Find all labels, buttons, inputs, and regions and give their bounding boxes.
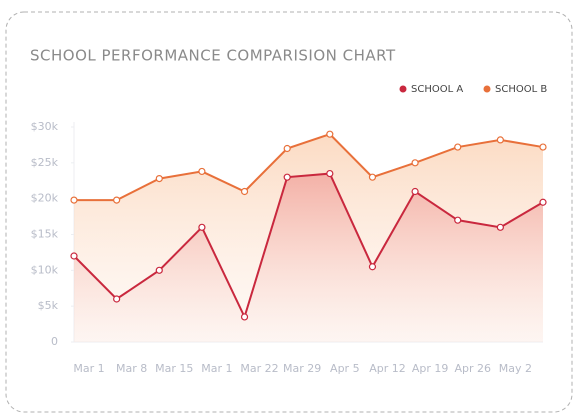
point: [155, 266, 163, 274]
x-tick-label: Mar 22: [240, 362, 278, 375]
point: [113, 196, 121, 204]
y-tick-label: $10k: [31, 263, 59, 276]
line: [74, 133, 544, 202]
chart-title: SCHOOL PERFORMANCE COMPARISION CHART: [30, 47, 396, 65]
point: [70, 252, 78, 260]
point: [454, 216, 462, 224]
point: [411, 159, 419, 167]
x-tick-label: Mar 29: [283, 362, 321, 375]
point: [539, 198, 547, 206]
point: [240, 313, 249, 321]
y-tick-label: $25k: [31, 156, 59, 169]
y-tick-label: $30k: [31, 120, 59, 133]
x-tick-label: Apr 26: [454, 362, 491, 375]
point: [198, 167, 206, 176]
point: [240, 187, 249, 196]
point: [454, 143, 462, 151]
line: [73, 172, 544, 320]
x-tick-label: Mar 1: [201, 362, 232, 375]
point: [368, 173, 377, 181]
point: [326, 130, 334, 138]
point: [283, 173, 291, 181]
x-tick-label: Mar 8: [116, 362, 147, 375]
point: [496, 136, 504, 144]
point: [539, 143, 547, 151]
point: [70, 196, 78, 204]
point: [411, 187, 419, 196]
point: [496, 223, 504, 231]
legend-label: SCHOOL A: [411, 84, 463, 95]
x-tick-label: May 2: [499, 362, 532, 375]
point: [326, 169, 334, 178]
point: [155, 175, 163, 183]
point: [283, 144, 291, 153]
y-tick-label: $15k: [31, 228, 59, 241]
x-tick-label: Apr 12: [369, 362, 406, 375]
x-tick-label: Apr 19: [412, 362, 449, 375]
x-tick-label: Mar 1: [73, 362, 104, 375]
x-tick-label: Apr 5: [330, 362, 360, 375]
y-tick-label: $5k: [38, 299, 59, 312]
area: [74, 173, 543, 342]
legend-swatch: [399, 85, 407, 93]
legend-swatch: [483, 85, 491, 93]
point: [113, 295, 121, 303]
point: [198, 223, 206, 231]
x-tick-label: Mar 15: [155, 362, 193, 375]
point: [368, 263, 377, 271]
y-tick-label: $20k: [31, 192, 59, 205]
y-tick-label: 0: [51, 335, 58, 348]
legend-label: SCHOOL B: [495, 84, 547, 95]
